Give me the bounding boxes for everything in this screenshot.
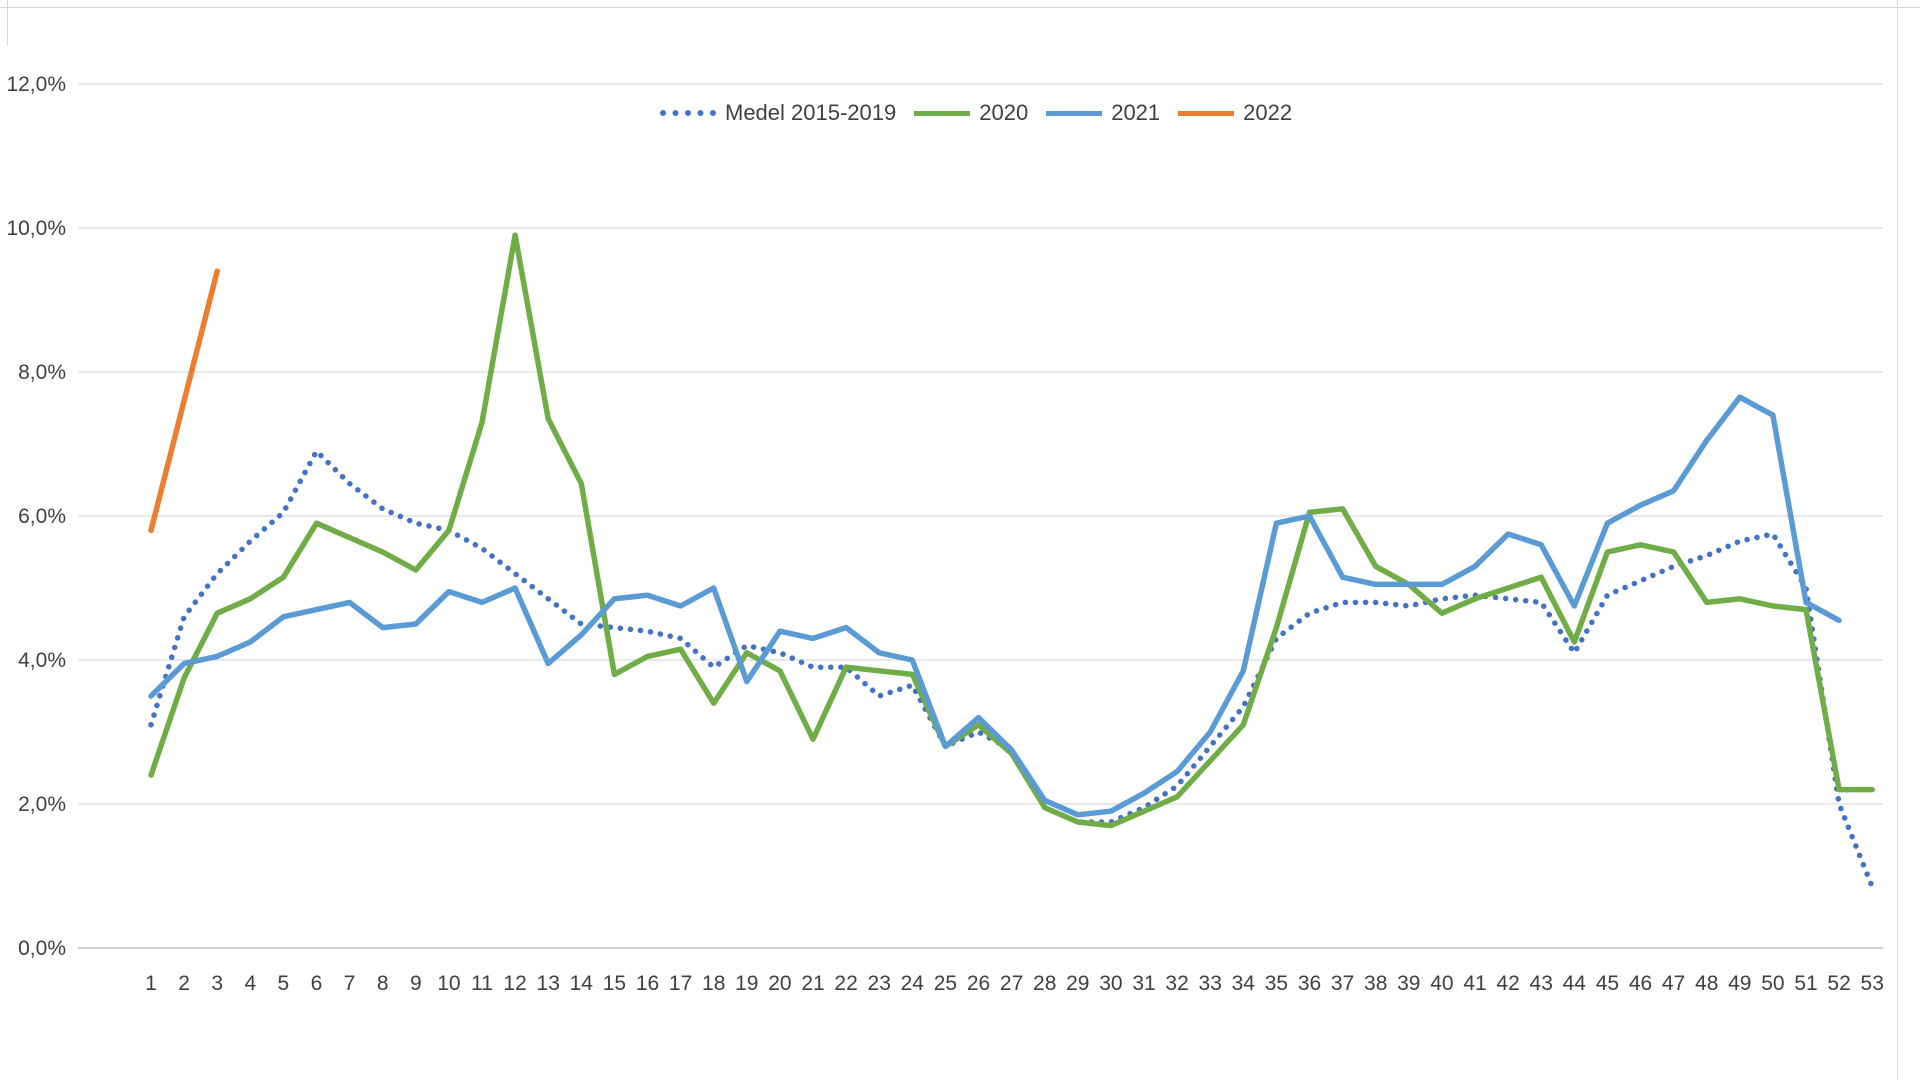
legend-item-2022: 2022	[1178, 100, 1292, 126]
x-axis-tick-label: 14	[570, 972, 594, 995]
x-axis-tick-label: 40	[1430, 972, 1453, 995]
chart-legend: Medel 2015-2019 2020 2021 2022	[660, 100, 1292, 126]
x-axis-tick-label: 9	[410, 972, 422, 995]
x-axis-tick-label: 36	[1298, 972, 1321, 995]
x-axis-tick-label: 29	[1066, 972, 1089, 995]
x-axis-tick-label: 48	[1695, 972, 1718, 995]
x-axis-tick-label: 25	[934, 972, 957, 995]
x-axis-tick-label: 30	[1099, 972, 1122, 995]
x-axis-tick-label: 18	[702, 972, 725, 995]
x-axis-tick-label: 46	[1629, 972, 1652, 995]
window-left-border	[7, 0, 8, 46]
x-axis-tick-label: 12	[503, 972, 526, 995]
y-axis-tick-label: 2,0%	[18, 793, 66, 816]
x-axis-tick-label: 38	[1364, 972, 1387, 995]
x-axis-tick-label: 6	[311, 972, 323, 995]
x-axis-tick-label: 19	[735, 972, 758, 995]
x-axis-tick-label: 37	[1331, 972, 1354, 995]
legend-item-2021: 2021	[1046, 100, 1160, 126]
x-axis-tick-label: 22	[834, 972, 857, 995]
legend-label-2021: 2021	[1111, 100, 1161, 125]
y-axis-tick-label: 8,0%	[18, 361, 66, 384]
x-axis-tick-label: 27	[1000, 972, 1023, 995]
x-axis-tick-label: 7	[344, 972, 356, 995]
x-axis-tick-label: 5	[278, 972, 290, 995]
series-line-2021	[148, 394, 1842, 818]
legend-item-medel-2015-2019: Medel 2015-2019	[660, 100, 896, 126]
x-axis-tick-label: 39	[1397, 972, 1420, 995]
legend-label-medel: Medel 2015-2019	[725, 100, 897, 125]
series-line-2022	[148, 268, 220, 534]
series-line-medel-2015-2019	[148, 448, 1875, 890]
window-top-border	[0, 7, 1920, 8]
x-axis-tick-label: 49	[1728, 972, 1751, 995]
x-axis-tick-label: 28	[1033, 972, 1056, 995]
legend-line-sample-2020-icon	[914, 110, 971, 116]
x-axis-tick-label: 13	[537, 972, 560, 995]
x-axis-tick-label: 3	[211, 972, 223, 995]
x-axis-tick-label: 44	[1563, 972, 1587, 995]
x-axis-tick-label: 21	[801, 972, 824, 995]
window-right-border	[1897, 0, 1898, 1080]
x-axis-tick-label: 31	[1132, 972, 1155, 995]
x-axis-tick-label: 1	[145, 972, 157, 995]
x-axis-tick-label: 35	[1265, 972, 1288, 995]
x-axis-tick-label: 17	[669, 972, 692, 995]
x-axis-tick-label: 41	[1463, 972, 1486, 995]
x-axis-tick-label: 20	[768, 972, 791, 995]
x-axis-tick-label: 4	[244, 972, 256, 995]
y-axis-tick-label: 10,0%	[6, 217, 66, 240]
legend-item-2020: 2020	[914, 100, 1028, 126]
x-axis-tick-label: 43	[1530, 972, 1553, 995]
x-axis-tick-label: 11	[471, 972, 493, 995]
x-axis-tick-label: 2	[178, 972, 190, 995]
y-axis-tick-label: 6,0%	[18, 505, 66, 528]
legend-line-sample-medel-icon	[660, 110, 716, 116]
x-axis-tick-label: 50	[1761, 972, 1784, 995]
legend-line-sample-2021-icon	[1046, 110, 1103, 116]
x-axis-tick-label: 51	[1794, 972, 1817, 995]
legend-label-2020: 2020	[979, 100, 1029, 125]
x-axis-tick-label: 10	[437, 972, 460, 995]
legend-label-2022: 2022	[1243, 100, 1293, 125]
y-axis-tick-label: 12,0%	[6, 73, 66, 96]
x-axis-tick-label: 32	[1165, 972, 1188, 995]
x-axis-tick-label: 53	[1861, 972, 1884, 995]
x-axis-tick-label: 47	[1662, 972, 1685, 995]
x-axis-tick-label: 26	[967, 972, 990, 995]
x-axis-tick-label: 8	[377, 972, 389, 995]
series-line-2020	[148, 232, 1875, 829]
x-axis-tick-label: 42	[1496, 972, 1519, 995]
x-axis-tick-label: 24	[901, 972, 925, 995]
x-axis-tick-label: 45	[1596, 972, 1619, 995]
x-axis-tick-label: 33	[1199, 972, 1222, 995]
x-axis-tick-label: 34	[1232, 972, 1256, 995]
legend-line-sample-2022-icon	[1178, 110, 1235, 116]
x-axis-tick-label: 16	[636, 972, 659, 995]
x-axis-tick-label: 52	[1827, 972, 1850, 995]
y-axis-tick-label: 0,0%	[18, 937, 66, 960]
y-axis-tick-label: 4,0%	[18, 649, 66, 672]
x-axis-tick-label: 23	[868, 972, 891, 995]
x-axis-tick-label: 15	[603, 972, 626, 995]
